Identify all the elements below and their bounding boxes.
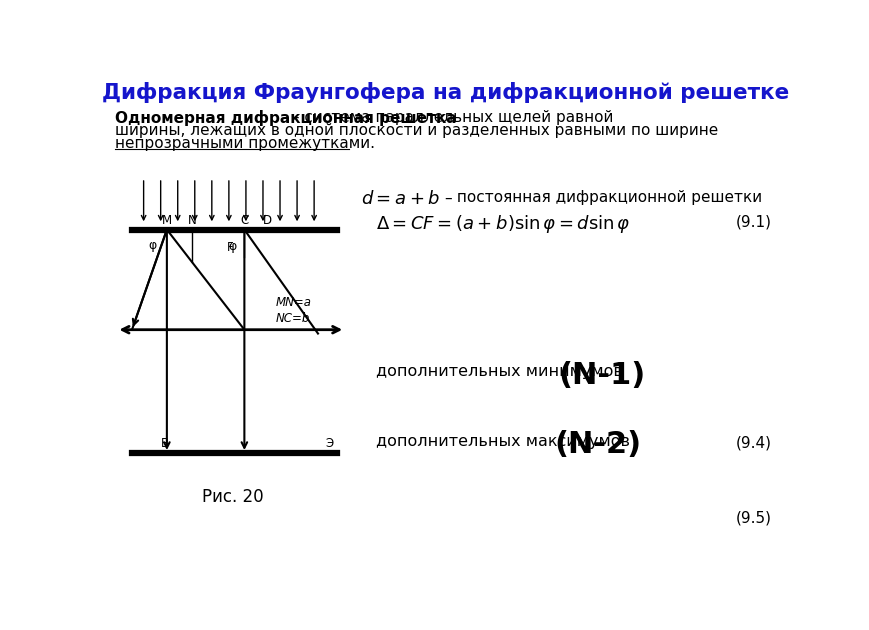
Text: MN=a: MN=a — [275, 296, 311, 309]
Text: Дифракция Фраунгофера на дифракционной решетке: Дифракция Фраунгофера на дифракционной р… — [103, 82, 788, 103]
Text: N: N — [188, 214, 196, 227]
Text: B: B — [161, 437, 169, 450]
Text: постоянная дифракционной решетки: постоянная дифракционной решетки — [452, 190, 761, 205]
Text: –: – — [444, 191, 451, 206]
Text: D: D — [262, 214, 272, 227]
Text: ширины, лежащих в одной плоскости и разделенных равными по ширине: ширины, лежащих в одной плоскости и разд… — [115, 123, 718, 139]
Text: φ: φ — [149, 239, 157, 251]
Text: F: F — [227, 241, 234, 255]
Text: Одномерная дифракционная решетка: Одномерная дифракционная решетка — [115, 110, 456, 126]
Text: непрозрачными промежутками.: непрозрачными промежутками. — [115, 137, 375, 151]
Text: (9.5): (9.5) — [734, 511, 771, 525]
Text: $\Delta = CF = (a+ b)\sin\varphi = d\sin\varphi$: $\Delta = CF = (a+ b)\sin\varphi = d\sin… — [375, 213, 630, 234]
Text: (9.4): (9.4) — [734, 435, 771, 450]
Text: φ: φ — [229, 240, 236, 253]
Text: – система параллельных щелей равной: – система параллельных щелей равной — [287, 110, 613, 125]
Text: Э: Э — [325, 437, 333, 450]
Text: (N-2): (N-2) — [554, 430, 640, 459]
Text: $d = a+ b$: $d = a+ b$ — [361, 190, 440, 207]
Text: M: M — [162, 214, 172, 227]
Text: C: C — [240, 214, 249, 227]
Text: дополнительных минимумов: дополнительных минимумов — [375, 364, 622, 379]
Text: NC=b: NC=b — [275, 312, 309, 324]
Text: Рис. 20: Рис. 20 — [202, 488, 263, 505]
Text: (N-1): (N-1) — [558, 360, 645, 389]
Text: (9.1): (9.1) — [734, 214, 771, 229]
Text: дополнительных максимумов: дополнительных максимумов — [375, 433, 629, 449]
